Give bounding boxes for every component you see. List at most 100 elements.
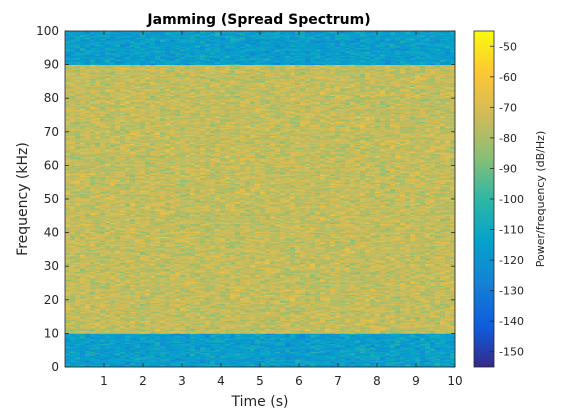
heatmap-cell-band-0 [125, 339, 131, 342]
heatmap-cell-band-1 [445, 320, 451, 323]
heatmap-cell-band-1 [305, 299, 311, 302]
heatmap-cell-band-0 [215, 350, 221, 352]
heatmap-cell-band-0 [140, 335, 146, 338]
heatmap-cell-band-0 [110, 354, 116, 356]
heatmap-cell-band-0 [320, 342, 326, 345]
heatmap-cell-band-0 [200, 351, 206, 354]
heatmap-cell-band-1 [435, 303, 441, 306]
heatmap-cell-band-1 [445, 330, 451, 333]
heatmap-cell-band-0 [200, 339, 206, 342]
heatmap-cell-band-0 [295, 345, 301, 347]
heatmap-cell-band-0 [215, 346, 221, 349]
heatmap-cell-band-1 [385, 304, 391, 307]
heatmap-cell-band-1 [265, 311, 271, 314]
heatmap-cell-band-0 [300, 343, 306, 346]
heatmap-cell-band-0 [215, 354, 221, 356]
heatmap-cell-band-1 [155, 332, 161, 334]
heatmap-cell-band-0 [165, 351, 171, 354]
heatmap-cell-band-0 [360, 342, 366, 345]
heatmap-cell-band-1 [275, 308, 281, 311]
heatmap-cell-band-0 [205, 346, 211, 349]
heatmap-cell-band-1 [100, 311, 106, 314]
heatmap-cell-band-0 [330, 341, 336, 343]
heatmap-cell-band-1 [450, 302, 456, 305]
heatmap-cell-band-0 [385, 348, 391, 351]
heatmap-cell-band-0 [130, 365, 136, 368]
heatmap-cell-band-0 [145, 337, 151, 339]
heatmap-cell-band-0 [410, 343, 416, 346]
heatmap-cell-band-0 [180, 337, 186, 339]
heatmap-cell-band-1 [115, 304, 121, 307]
heatmap-cell-band-0 [245, 343, 251, 346]
heatmap-cell-band-1 [340, 299, 346, 302]
heatmap-cell-band-1 [65, 302, 71, 305]
heatmap-cell-band-1 [185, 306, 191, 308]
heatmap-cell-band-1 [385, 323, 391, 325]
heatmap-cell-band-1 [130, 325, 136, 328]
heatmap-cell-band-0 [300, 360, 306, 363]
heatmap-cell-band-1 [90, 320, 96, 323]
heatmap-cell-band-0 [125, 347, 131, 350]
heatmap-cell-band-1 [165, 301, 171, 303]
heatmap-cell-band-1 [290, 326, 296, 329]
heatmap-cell-band-0 [415, 360, 421, 363]
heatmap-cell-band-0 [355, 348, 361, 351]
heatmap-cell-band-1 [440, 317, 446, 320]
heatmap-cell-band-1 [315, 315, 321, 317]
heatmap-cell-band-0 [390, 363, 396, 365]
heatmap-cell-band-0 [350, 338, 356, 341]
heatmap-cell-band-1 [95, 301, 101, 303]
heatmap-cell-band-1 [125, 316, 131, 319]
heatmap-cell-band-1 [260, 323, 266, 325]
heatmap-cell-band-1 [445, 312, 451, 315]
heatmap-cell-band-1 [155, 311, 161, 314]
heatmap-cell-band-0 [240, 351, 246, 354]
heatmap-cell-band-0 [190, 356, 196, 359]
heatmap-cell-band-0 [260, 342, 266, 345]
heatmap-cell-band-1 [105, 326, 111, 329]
heatmap-cell-band-0 [100, 357, 106, 360]
heatmap-cell-band-0 [295, 335, 301, 338]
heatmap-cell-band-0 [265, 346, 271, 349]
heatmap-cell-band-0 [195, 342, 201, 345]
heatmap-cell-band-0 [385, 341, 391, 343]
heatmap-cell-band-0 [180, 345, 186, 347]
heatmap-cell-band-1 [320, 301, 326, 303]
heatmap-cell-band-1 [185, 317, 191, 320]
heatmap-cell-band-0 [435, 335, 441, 338]
heatmap-cell-band-0 [390, 339, 396, 342]
heatmap-cell-band-0 [395, 350, 401, 352]
heatmap-cell-band-0 [330, 359, 336, 361]
heatmap-cell-band-0 [280, 354, 286, 356]
heatmap-cell-band-0 [205, 357, 211, 360]
heatmap-cell-band-1 [85, 323, 91, 325]
heatmap-cell-band-0 [365, 342, 371, 345]
heatmap-cell-band-1 [100, 301, 106, 303]
heatmap-cell-band-0 [450, 348, 456, 351]
heatmap-cell-band-0 [300, 338, 306, 341]
heatmap-cell-band-1 [165, 330, 171, 333]
heatmap-cell-band-0 [255, 345, 261, 347]
heatmap-cell-band-0 [365, 337, 371, 339]
heatmap-cell-band-0 [370, 355, 376, 358]
heatmap-cell-band-0 [435, 351, 441, 354]
heatmap-cell-band-0 [260, 351, 266, 354]
heatmap-cell-band-1 [125, 332, 131, 334]
heatmap-cell-band-1 [325, 321, 331, 324]
heatmap-cell-band-1 [360, 328, 366, 330]
heatmap-cell-band-0 [240, 359, 246, 361]
heatmap-cell-band-0 [405, 356, 411, 359]
heatmap-cell-band-0 [95, 361, 101, 364]
heatmap-cell-band-1 [230, 316, 236, 319]
heatmap-cell-band-0 [330, 334, 336, 337]
heatmap-cell-band-0 [170, 339, 176, 342]
heatmap-cell-band-0 [400, 352, 406, 355]
heatmap-cell-band-1 [135, 306, 141, 308]
heatmap-cell-band-1 [235, 301, 241, 303]
heatmap-cell-band-1 [340, 312, 346, 315]
heatmap-cell-band-0 [80, 338, 86, 341]
heatmap-cell-band-1 [95, 315, 101, 317]
heatmap-cell-band-1 [255, 325, 261, 328]
heatmap-cell-band-1 [265, 325, 271, 328]
heatmap-cell-band-1 [415, 321, 421, 324]
